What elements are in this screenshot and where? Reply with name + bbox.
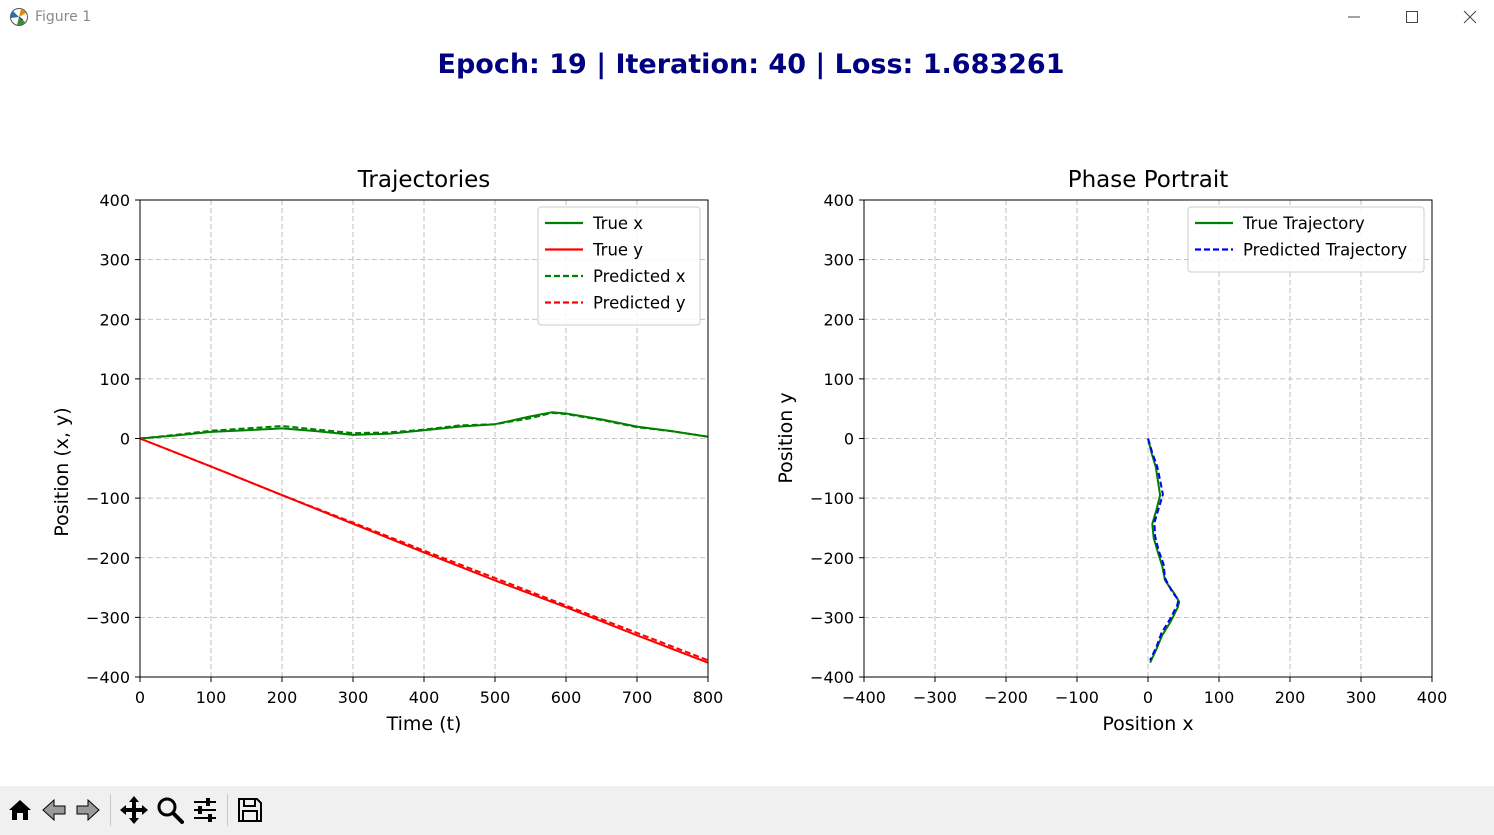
x-tick-label: −300 xyxy=(913,688,957,707)
trajectories-xlabel: Time (t) xyxy=(386,713,462,735)
y-tick-label: 0 xyxy=(844,430,854,449)
x-tick-label: 0 xyxy=(1143,688,1153,707)
legend-label: True y xyxy=(592,241,643,260)
y-tick-label: −300 xyxy=(86,608,130,627)
series-line xyxy=(139,411,709,440)
x-tick-label: 300 xyxy=(338,688,369,707)
figure-suptitle: Epoch: 19 | Iteration: 40 | Loss: 1.6832… xyxy=(438,49,1065,80)
legend-box xyxy=(1187,206,1425,273)
x-tick-label: 100 xyxy=(1204,688,1235,707)
trajectories-lines xyxy=(139,411,709,664)
x-tick-label: 400 xyxy=(409,688,440,707)
legend-label: True x xyxy=(592,214,643,233)
x-tick-label: 500 xyxy=(480,688,511,707)
trajectories-legend: True x True y Predicted x Predicted y xyxy=(537,206,701,326)
y-tick-label: 100 xyxy=(99,370,130,389)
back-button[interactable] xyxy=(37,792,71,828)
home-icon xyxy=(9,800,31,820)
forward-icon xyxy=(76,798,100,822)
y-tick-label: −300 xyxy=(810,608,854,627)
back-icon xyxy=(42,798,66,822)
maximize-button[interactable] xyxy=(1383,0,1441,34)
zoom-button[interactable] xyxy=(153,792,187,828)
trajectories-ticks: 0 100 200 300 400 500 600 700 800 −400 −300 −200 −10… xyxy=(86,191,723,707)
zoom-icon xyxy=(157,797,184,824)
x-tick-label: 200 xyxy=(267,688,298,707)
x-tick-label: −400 xyxy=(842,688,886,707)
y-tick-label: 400 xyxy=(99,191,130,210)
x-tick-label: 200 xyxy=(1275,688,1306,707)
y-tick-label: −400 xyxy=(86,668,130,687)
matplotlib-icon xyxy=(10,8,28,26)
toolbar-separator xyxy=(110,794,111,826)
legend-label: Predicted y xyxy=(593,294,686,313)
y-tick-label: 200 xyxy=(823,310,854,329)
x-tick-label: 700 xyxy=(622,688,653,707)
legend-label: Predicted Trajectory xyxy=(1243,241,1407,260)
close-button[interactable] xyxy=(1441,0,1494,34)
y-tick-label: 0 xyxy=(120,430,130,449)
phase-portrait-xlabel: Position x xyxy=(1102,713,1193,735)
save-button[interactable] xyxy=(233,792,267,828)
figure-canvas[interactable]: Epoch: 19 | Iteration: 40 | Loss: 1.6832… xyxy=(0,34,1494,786)
y-tick-label: −100 xyxy=(86,489,130,508)
y-tick-label: −200 xyxy=(810,549,854,568)
x-tick-label: 800 xyxy=(693,688,724,707)
phase-portrait-ticks: −400 −300 −200 −100 0 100 200 300 400 −400 −300 −20… xyxy=(810,191,1447,707)
navigation-toolbar xyxy=(0,786,1494,835)
window-titlebar: Figure 1 xyxy=(0,0,1494,34)
pan-icon xyxy=(120,796,148,824)
forward-button[interactable] xyxy=(71,792,105,828)
y-tick-label: −100 xyxy=(810,489,854,508)
save-icon xyxy=(238,798,262,822)
y-tick-label: 200 xyxy=(99,310,130,329)
series-line xyxy=(1147,438,1181,664)
trajectories-title: Trajectories xyxy=(357,167,490,193)
series-line xyxy=(1147,438,1180,661)
legend-label: Predicted x xyxy=(593,267,686,286)
window-title: Figure 1 xyxy=(35,9,92,25)
series-line xyxy=(139,437,709,662)
phase-portrait-legend: True Trajectory Predicted Trajectory xyxy=(1187,206,1425,273)
x-tick-label: 0 xyxy=(135,688,145,707)
trajectories-ylabel: Position (x, y) xyxy=(51,407,73,536)
phase-portrait-title: Phase Portrait xyxy=(1068,167,1229,193)
y-tick-label: 300 xyxy=(99,251,130,270)
y-tick-label: 100 xyxy=(823,370,854,389)
legend-box xyxy=(537,206,701,326)
x-tick-label: 600 xyxy=(551,688,582,707)
x-tick-label: 400 xyxy=(1417,688,1448,707)
x-tick-label: −100 xyxy=(1055,688,1099,707)
configure-subplots-button[interactable] xyxy=(188,792,222,828)
y-tick-label: 400 xyxy=(823,191,854,210)
phase-portrait-ylabel: Position y xyxy=(775,392,797,483)
configure-subplots-icon xyxy=(194,798,216,822)
y-tick-label: −400 xyxy=(810,668,854,687)
close-icon xyxy=(1463,10,1477,24)
phase-portrait-axes: Phase Portrait Position x Position y −40… xyxy=(775,167,1447,735)
x-tick-label: −200 xyxy=(984,688,1028,707)
home-button[interactable] xyxy=(3,792,37,828)
x-tick-label: 100 xyxy=(196,688,227,707)
maximize-icon xyxy=(1406,11,1418,23)
minimize-button[interactable] xyxy=(1325,0,1383,34)
y-tick-label: 300 xyxy=(823,251,854,270)
minimize-icon xyxy=(1348,16,1360,18)
toolbar-separator xyxy=(227,794,228,826)
legend-label: True Trajectory xyxy=(1242,214,1365,233)
trajectories-axes: Trajectories Time (t) Position (x, y) 0 1… xyxy=(51,167,723,735)
phase-portrait-lines xyxy=(1147,438,1181,664)
x-tick-label: 300 xyxy=(1346,688,1377,707)
y-tick-label: −200 xyxy=(86,549,130,568)
pan-button[interactable] xyxy=(117,792,151,828)
